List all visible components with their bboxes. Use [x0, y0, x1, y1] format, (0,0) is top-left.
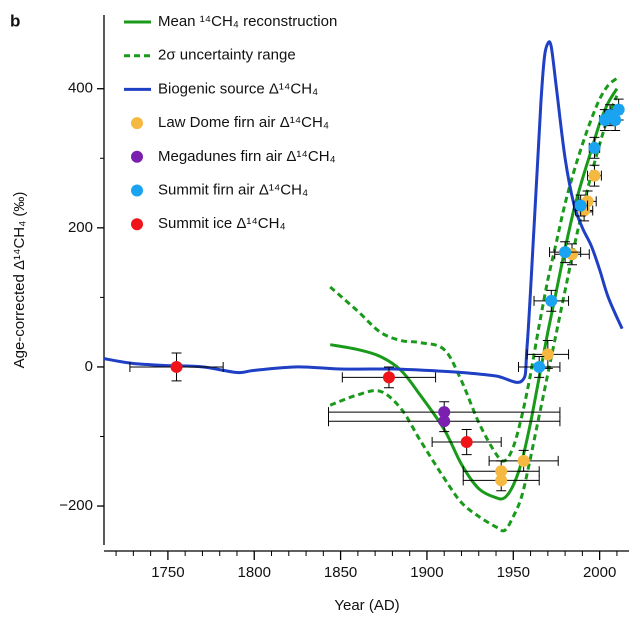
- y-axis-label: Age-corrected Δ¹⁴CH₄ (‰): [11, 192, 28, 369]
- point: [382, 371, 395, 384]
- x-axis-label: Year (AD): [334, 597, 399, 614]
- x-tick-label: 1900: [410, 564, 443, 581]
- legend-marker: [131, 184, 143, 197]
- legend-marker: [131, 117, 143, 130]
- point: [588, 169, 601, 182]
- point: [438, 406, 451, 419]
- legend-label: Mean ¹⁴CH₄ reconstruction: [158, 13, 337, 30]
- line: [329, 87, 619, 501]
- y-tick-label: 200: [68, 219, 93, 236]
- point: [588, 141, 601, 154]
- line: [103, 40, 624, 384]
- point: [460, 436, 473, 449]
- legend-label: Biogenic source Δ¹⁴CH₄: [158, 80, 318, 97]
- point: [533, 360, 546, 373]
- point: [609, 114, 622, 127]
- band-upper: [329, 77, 618, 463]
- point: [559, 246, 572, 259]
- legend-label: 2σ uncertainty range: [158, 47, 296, 64]
- legend-label: Megadunes firn air Δ¹⁴CH₄: [158, 148, 336, 165]
- point: [517, 454, 530, 467]
- panel-label: b: [10, 11, 20, 30]
- y-tick-label: 400: [68, 80, 93, 97]
- x-tick-label: 1950: [497, 564, 530, 581]
- point: [612, 103, 625, 116]
- point: [170, 360, 183, 373]
- legend-label: Summit firn air Δ¹⁴CH₄: [158, 181, 308, 198]
- y-tick-label: 0: [85, 358, 93, 375]
- point: [438, 415, 451, 428]
- legend-label: Law Dome firn air Δ¹⁴CH₄: [158, 114, 329, 131]
- y-tick-label: −200: [59, 497, 93, 514]
- legend-marker: [131, 150, 143, 163]
- point: [574, 199, 587, 212]
- legend-label: Summit ice Δ¹⁴CH₄: [158, 215, 286, 232]
- x-tick-label: 1750: [151, 564, 184, 581]
- point: [545, 294, 558, 307]
- x-tick-label: 1800: [238, 564, 271, 581]
- x-tick-label: 1850: [324, 564, 357, 581]
- point: [541, 348, 554, 361]
- band-lower: [329, 95, 619, 533]
- legend-marker: [131, 218, 143, 231]
- x-tick-label: 2000: [583, 564, 616, 581]
- point: [495, 474, 508, 487]
- point: [495, 465, 508, 478]
